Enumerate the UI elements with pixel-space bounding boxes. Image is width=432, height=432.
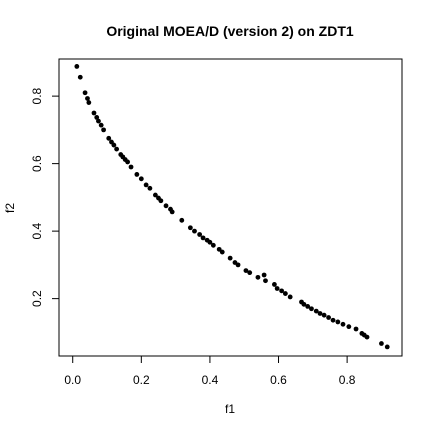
data-point [313, 308, 319, 314]
data-point [138, 176, 144, 182]
data-point [340, 321, 346, 327]
data-point [128, 164, 134, 170]
data-point [114, 146, 120, 152]
data-point [86, 100, 92, 105]
x-tick-label: 0.4 [202, 373, 219, 387]
data-point [255, 274, 261, 280]
x-tick-label: 0.6 [270, 373, 287, 387]
x-tick-label: 0.2 [133, 373, 150, 387]
data-point [279, 288, 285, 294]
data-point [219, 249, 225, 255]
data-point [96, 118, 101, 124]
data-point [152, 192, 158, 198]
data-point [321, 312, 327, 318]
data-point [309, 306, 314, 312]
data-point [263, 278, 268, 284]
data-point [384, 344, 390, 350]
data-point [94, 114, 100, 120]
data-point [192, 228, 197, 234]
y-axis: 0.2 0.4 0.6 0.8 [30, 87, 60, 307]
x-tick-label: 0.0 [64, 373, 81, 387]
data-point [197, 232, 203, 237]
data-point [301, 301, 307, 307]
data-point [106, 135, 112, 141]
x-axis: 0.0 0.2 0.4 0.6 0.8 [64, 355, 356, 387]
data-point [77, 74, 83, 80]
data-point [216, 246, 222, 252]
data-point [272, 282, 277, 287]
data-point [247, 270, 253, 276]
data-point [158, 198, 164, 204]
data-point [169, 209, 175, 215]
data-point [243, 268, 249, 274]
data-point [179, 217, 185, 223]
data-point [98, 122, 104, 128]
data-point [261, 272, 267, 278]
data-point [187, 225, 193, 231]
data-point [210, 242, 216, 248]
data-point [330, 317, 336, 323]
data-point [317, 311, 323, 316]
plot-frame [58, 58, 403, 357]
y-tick-label: 0.8 [30, 87, 44, 104]
data-point [101, 127, 106, 133]
y-tick-label: 0.6 [30, 155, 44, 172]
y-tick-label: 0.4 [30, 222, 44, 239]
data-point [82, 90, 88, 96]
x-tick-label: 0.8 [339, 373, 356, 387]
data-point [163, 203, 169, 209]
data-point [85, 96, 90, 101]
data-point [326, 315, 331, 320]
data-point [335, 319, 341, 325]
data-point [147, 185, 153, 191]
data-point [134, 172, 140, 177]
y-tick-label: 0.2 [30, 290, 44, 307]
data-point [111, 142, 117, 148]
data-point [353, 326, 359, 332]
data-point [74, 64, 80, 69]
data-point [379, 341, 384, 346]
data-point [235, 262, 241, 268]
data-point [346, 324, 352, 330]
data-point [143, 182, 149, 188]
data-point [287, 294, 293, 300]
data-point [305, 303, 311, 309]
data-points [74, 64, 390, 350]
data-point [364, 334, 370, 340]
chart-title: Original MOEA/D (version 2) on ZDT1 [106, 23, 354, 39]
data-point [282, 291, 288, 296]
data-point [227, 255, 233, 261]
data-point [274, 286, 280, 291]
data-point [200, 235, 206, 241]
data-point [91, 110, 97, 116]
x-axis-label: f1 [225, 402, 235, 416]
y-axis-label: f2 [3, 203, 17, 213]
data-point [125, 159, 130, 165]
data-point [207, 239, 213, 245]
